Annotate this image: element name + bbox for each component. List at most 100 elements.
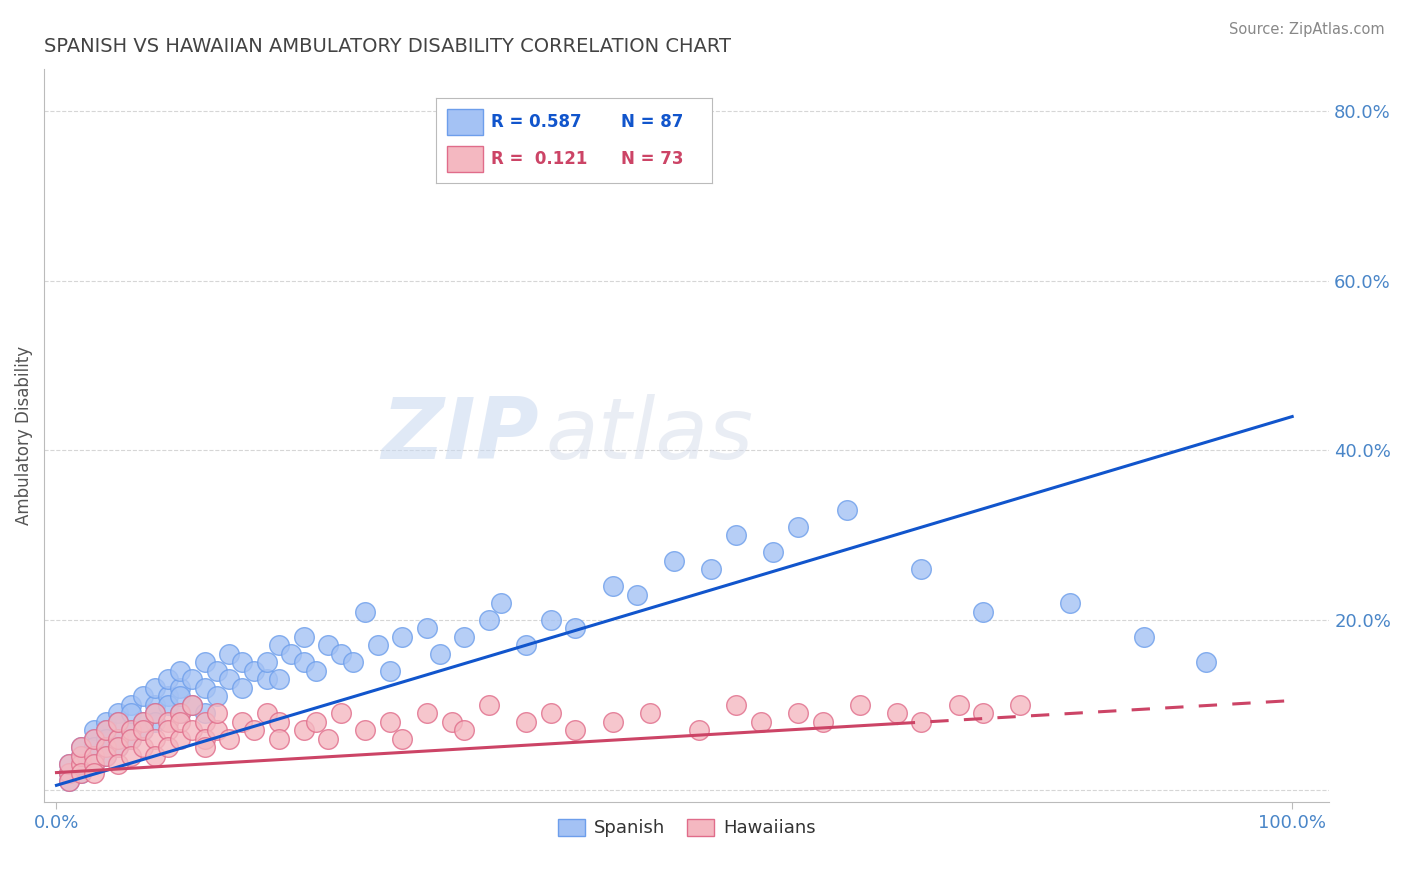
Point xyxy=(205,690,228,704)
Point xyxy=(83,731,105,746)
Point xyxy=(837,503,859,517)
Point xyxy=(700,562,723,576)
Point xyxy=(83,731,105,746)
Point xyxy=(132,714,155,729)
Point xyxy=(83,748,105,763)
Point xyxy=(626,588,648,602)
Point xyxy=(156,673,179,687)
Point xyxy=(491,596,513,610)
Point xyxy=(218,673,240,687)
Point xyxy=(256,656,278,670)
Point xyxy=(143,706,166,721)
Point xyxy=(120,748,142,763)
Point xyxy=(94,740,117,755)
Point xyxy=(107,740,129,755)
Point xyxy=(70,765,93,780)
Point xyxy=(181,698,204,712)
Point xyxy=(70,748,93,763)
Point xyxy=(107,757,129,772)
Point xyxy=(107,731,129,746)
Point xyxy=(169,706,191,721)
Point xyxy=(58,774,80,789)
Point xyxy=(318,731,340,746)
Point xyxy=(205,723,228,738)
Point xyxy=(367,639,389,653)
Point xyxy=(354,723,377,738)
Text: ZIP: ZIP xyxy=(381,394,538,477)
Point xyxy=(292,723,315,738)
Point xyxy=(83,723,105,738)
Point xyxy=(391,630,413,644)
Point xyxy=(70,748,93,763)
Point xyxy=(143,698,166,712)
Point xyxy=(94,723,117,738)
Point xyxy=(120,698,142,712)
Point xyxy=(83,757,105,772)
Point xyxy=(231,656,253,670)
Point xyxy=(1195,656,1218,670)
Point xyxy=(194,714,217,729)
Point xyxy=(120,706,142,721)
Text: atlas: atlas xyxy=(546,394,754,477)
Point xyxy=(910,562,932,576)
Point xyxy=(156,714,179,729)
Point xyxy=(725,528,748,542)
Point xyxy=(540,613,562,627)
Point xyxy=(143,731,166,746)
Point xyxy=(194,706,217,721)
Point xyxy=(83,740,105,755)
Point xyxy=(429,647,451,661)
Point xyxy=(256,673,278,687)
Point xyxy=(70,757,93,772)
Point xyxy=(169,706,191,721)
Point xyxy=(256,706,278,721)
Point xyxy=(132,714,155,729)
Point xyxy=(120,731,142,746)
Point xyxy=(58,765,80,780)
Point xyxy=(453,723,475,738)
Point xyxy=(305,714,328,729)
Point xyxy=(1059,596,1081,610)
Point xyxy=(378,714,401,729)
Point xyxy=(143,748,166,763)
Point xyxy=(910,714,932,729)
Point xyxy=(194,740,217,755)
Point xyxy=(886,706,908,721)
Point xyxy=(267,731,290,746)
Point xyxy=(143,706,166,721)
Point xyxy=(156,698,179,712)
Point xyxy=(292,630,315,644)
Point xyxy=(416,706,439,721)
Point xyxy=(218,647,240,661)
Point xyxy=(478,613,501,627)
Point xyxy=(688,723,710,738)
Text: SPANISH VS HAWAIIAN AMBULATORY DISABILITY CORRELATION CHART: SPANISH VS HAWAIIAN AMBULATORY DISABILIT… xyxy=(44,37,731,56)
Point xyxy=(169,681,191,695)
Point xyxy=(181,698,204,712)
Point xyxy=(231,714,253,729)
Point xyxy=(120,723,142,738)
Point xyxy=(70,757,93,772)
Point xyxy=(440,714,463,729)
Point xyxy=(83,765,105,780)
Point xyxy=(267,673,290,687)
Point xyxy=(786,520,808,534)
Point xyxy=(243,723,266,738)
Point xyxy=(143,681,166,695)
Point xyxy=(194,681,217,695)
Point xyxy=(453,630,475,644)
Point xyxy=(107,714,129,729)
Point xyxy=(602,579,624,593)
Point xyxy=(1133,630,1156,644)
Point xyxy=(267,639,290,653)
Point xyxy=(58,765,80,780)
Point xyxy=(342,656,364,670)
Point xyxy=(725,698,748,712)
Point xyxy=(564,622,586,636)
Point xyxy=(169,690,191,704)
Point xyxy=(169,731,191,746)
Point xyxy=(83,748,105,763)
Point xyxy=(107,731,129,746)
Point xyxy=(762,545,785,559)
Point xyxy=(156,690,179,704)
